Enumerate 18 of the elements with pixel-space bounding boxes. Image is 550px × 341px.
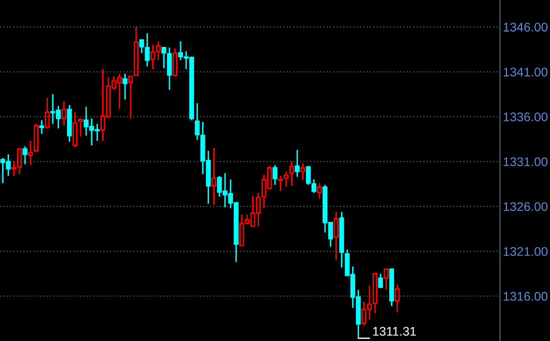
y-tick-label: 1331.00 xyxy=(504,157,548,166)
annotation: 1311.31 xyxy=(373,326,416,336)
candlestick xyxy=(39,120,44,134)
y-tick-label: 1341.00 xyxy=(504,68,548,76)
candlestick xyxy=(394,284,400,313)
candlestick xyxy=(334,211,339,261)
y-tick-label: 1336.00 xyxy=(504,112,548,122)
candlestick xyxy=(211,147,216,206)
candlestick xyxy=(28,140,33,166)
y-tick-label: 1326.00 xyxy=(504,202,548,212)
candlestick xyxy=(61,100,66,126)
candlestick xyxy=(289,160,294,186)
y-tick-label: 1321.00 xyxy=(504,247,548,256)
y-tick-label: 1346.00 xyxy=(504,22,548,32)
candlestick xyxy=(284,170,289,188)
y-tick-label: 1316.00 xyxy=(504,292,548,301)
candlestick xyxy=(339,211,344,268)
candlestick xyxy=(294,149,300,178)
